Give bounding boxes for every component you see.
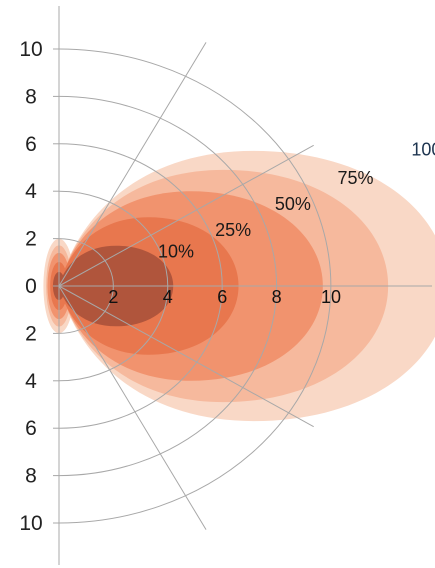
y-tick-label: 6 <box>25 417 37 440</box>
y-tick-label: 0 <box>25 275 37 298</box>
x-tick-label: 2 <box>108 287 118 307</box>
contour-label: 50% <box>275 194 311 214</box>
contour-label: 75% <box>337 168 373 188</box>
y-tick-label: 4 <box>25 370 37 393</box>
grid-ray--30 <box>58 285 314 428</box>
grid-ray--60 <box>58 285 207 530</box>
y-tick-label: 8 <box>25 465 37 488</box>
x-tick-label: 8 <box>272 287 282 307</box>
contour-label: 100% <box>411 140 435 160</box>
y-tick-label: 2 <box>25 322 37 345</box>
y-tick-label: 10 <box>19 38 42 61</box>
contour-label: 10% <box>158 242 194 262</box>
x-tick-label: 4 <box>163 287 173 307</box>
y-tick-label: 6 <box>25 133 37 156</box>
y-tick-label: 4 <box>25 180 37 203</box>
grid-ray-30 <box>58 144 314 287</box>
x-tick-labels: 2 4 6 8 10 <box>108 287 341 307</box>
x-tick-label: 10 <box>321 287 341 307</box>
x-tick-label: 6 <box>217 287 227 307</box>
contour-label: 25% <box>215 220 251 240</box>
y-tick-label: 2 <box>25 228 37 251</box>
y-tick-label: 10 <box>19 512 42 535</box>
axes <box>53 6 432 565</box>
grid-ray-60 <box>58 42 207 287</box>
contour-labels: 100% 75% 50% 25% 10% <box>158 140 435 262</box>
y-tick-labels: 10 8 6 4 2 0 2 4 6 8 10 <box>19 38 42 535</box>
y-tick-label: 8 <box>25 85 37 108</box>
